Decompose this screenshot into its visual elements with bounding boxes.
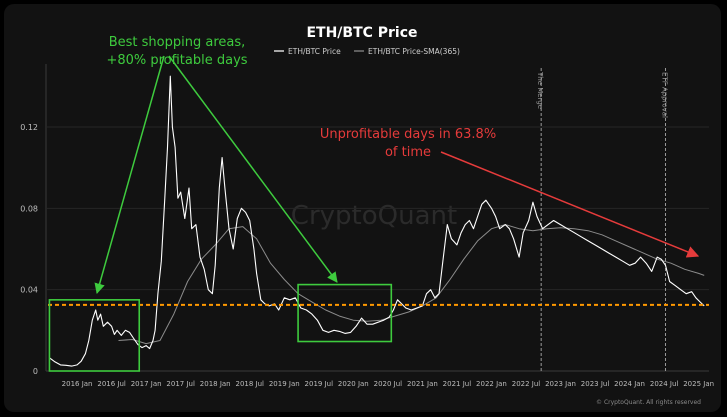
x-tick-label: 2019 Jan [269,380,300,388]
x-tick-label: 2017 Jul [166,380,195,388]
red-arrow [440,151,700,258]
x-tick-label: 2018 Jan [200,380,231,388]
x-tick-label: 2025 Jan [683,380,714,388]
green-arrow-left [94,55,165,295]
series-line-price [49,75,705,367]
x-tick-label: 2022 Jan [476,380,507,388]
watermark: CryptoQuant [291,201,457,231]
x-tick-label: 2023 Jan [545,380,576,388]
red-annotation-line-2: of time [385,145,431,160]
y-tick-label: 0 [33,367,38,376]
green-annotation-line-2: +80% profitable days [106,53,247,68]
x-tick-label: 2016 Jan [62,380,93,388]
x-tick-label: 2018 Jul [235,380,264,388]
red-annotation-line-1: Unprofitable days in 63.8% [320,127,496,142]
x-tick-label: 2020 Jan [338,380,369,388]
x-tick-label: 2016 Jul [97,380,126,388]
green-annotation: Best shopping areas, +80% profitable day… [94,35,338,295]
red-annotation: Unprofitable days in 63.8% of time [320,127,700,258]
highlight-boxes [48,283,393,372]
green-arrow-right [168,55,338,283]
x-tick-label: 2022 Jul [512,380,541,388]
chart-card: ETH/BTC Price ETH/BTC Price ETH/BTC Pric… [4,4,721,412]
x-tick-label: 2024 Jan [614,380,645,388]
x-tick-label: 2021 Jan [407,380,438,388]
x-tick-label: 2021 Jul [443,380,472,388]
highlight-box-1 [48,299,141,372]
chart-title: ETH/BTC Price [306,25,417,41]
legend: ETH/BTC Price ETH/BTC Price-SMA(365) [274,47,460,56]
legend-label-price: ETH/BTC Price [288,47,341,56]
y-tick-label: 0.04 [20,286,38,295]
eth-btc-chart: ETH/BTC Price ETH/BTC Price ETH/BTC Pric… [20,25,714,406]
vertical-markers: The Merge ETF Approval [536,68,668,371]
series-line-sma [118,224,705,345]
x-tick-label: 2023 Jul [581,380,610,388]
x-tick-label: 2019 Jul [305,380,334,388]
green-annotation-line-1: Best shopping areas, [109,35,246,50]
y-tick-label: 0.12 [20,123,38,132]
x-tick-label: 2017 Jan [131,380,162,388]
series-lines [49,75,705,367]
vertical-marker-label: ETF Approval [660,72,668,118]
legend-label-sma: ETH/BTC Price-SMA(365) [368,47,460,56]
x-tick-label: 2024 Jul [650,380,679,388]
x-axis: 2016 Jan 2016 Jul 2017 Jan 2017 Jul 2018 Jan… [46,370,714,388]
vertical-marker-label: The Merge [536,71,544,109]
highlight-box-2 [297,283,393,343]
copyright: © CryptoQuant. All rights reserved [596,399,701,406]
x-tick-label: 2020 Jul [374,380,403,388]
y-tick-label: 0.08 [20,204,38,213]
